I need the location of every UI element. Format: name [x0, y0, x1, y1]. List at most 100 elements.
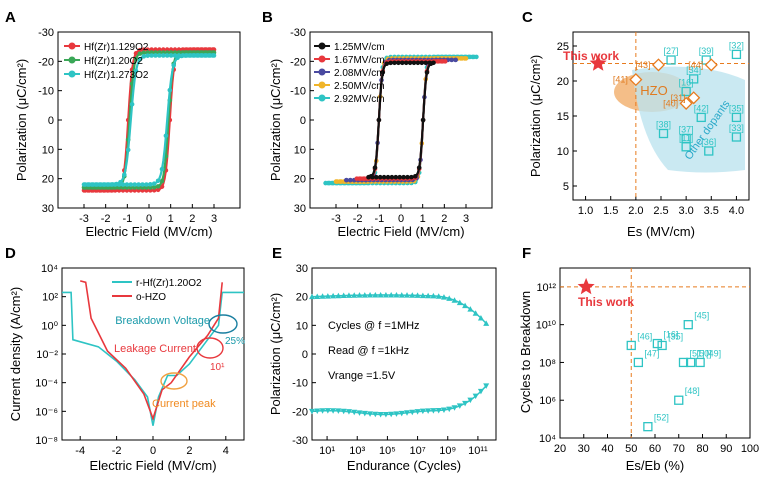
legend-a: Hf(Zr)1.129O2 Hf(Zr)1.20O2 Hf(Zr)1.273O2	[64, 42, 149, 81]
y-tick-label-b: 10	[294, 144, 306, 156]
x-axis-label-b: Electric Field (MV/cm)	[337, 224, 464, 239]
other-ref: [36]	[701, 137, 716, 147]
x-tick-label-c: 4.0	[729, 205, 744, 217]
y-tick-label-c: 5	[563, 181, 569, 193]
other-ref: [42]	[694, 103, 709, 113]
panel-label-f: F	[522, 245, 531, 262]
loop-marker	[338, 179, 344, 184]
loop-marker	[400, 60, 405, 66]
panel-label-d: D	[5, 245, 16, 262]
endurance-marker	[440, 407, 447, 413]
endurance-marker	[409, 292, 416, 298]
y-tick-label-a: 0	[48, 115, 54, 127]
panel-d: D -4 -2 0 2 4 10⁻⁸ 10⁻⁶ 10⁻⁴ 10⁻² 10⁰ 10² 10⁴ r-Hf(…	[5, 245, 245, 473]
endurance-marker	[309, 408, 315, 415]
x-tick-label-b: 0	[398, 213, 404, 225]
this-work-star-c	[589, 54, 607, 71]
endurance-marker	[472, 310, 479, 316]
y-tick-label-b: 20	[294, 174, 306, 186]
breakdown-label: Breakdown Voltage	[115, 315, 210, 327]
legend-label: Hf(Zr)1.20O2	[84, 56, 143, 67]
hzo-ref: [43]	[635, 60, 650, 70]
loop-marker	[83, 182, 88, 187]
endurance-marker	[388, 411, 395, 418]
x-tick-label-e: 10³	[349, 445, 365, 457]
loop-marker	[90, 182, 96, 187]
endurance-marker	[419, 408, 426, 415]
other-ref: [33]	[729, 123, 744, 133]
loop-marker	[368, 173, 374, 179]
loop-marker	[163, 133, 169, 139]
other-ref: [38]	[656, 120, 671, 130]
peak-label: Current peak	[152, 398, 216, 410]
hysteresis-curves-a	[81, 47, 217, 193]
x-axis-label-d: Electric Field (MV/cm)	[89, 458, 216, 473]
loop-marker	[459, 56, 465, 61]
legend-label: 1.25MV/cm	[334, 42, 385, 53]
endurance-marker	[430, 408, 437, 414]
legend-marker	[68, 70, 76, 78]
endurance-marker	[404, 410, 411, 416]
endurance-marker	[483, 383, 490, 389]
loop-marker	[470, 54, 475, 60]
endurance-marker	[462, 302, 469, 309]
endurance-marker	[351, 409, 358, 416]
loop-marker	[137, 56, 143, 62]
loop-marker	[380, 70, 386, 75]
endurance-marker	[472, 393, 479, 400]
endurance-marker	[345, 292, 352, 298]
y-tick-label-f: 10⁶	[539, 395, 556, 407]
loop-marker	[137, 47, 143, 53]
loop-marker	[423, 60, 429, 66]
x-tick-label-c: 2.0	[628, 205, 643, 217]
endurance-marker	[388, 291, 395, 298]
loop-marker	[151, 181, 157, 186]
x-tick-label-f: 20	[554, 443, 566, 455]
x-tick-label-b: 2	[441, 213, 447, 225]
hzo-ref: [40]	[663, 98, 678, 108]
y-tick-label-e: -10	[292, 378, 308, 390]
x-tick-label-e: 10⁵	[379, 445, 396, 457]
y-tick-label-e: 0	[302, 349, 308, 361]
endurance-marker	[483, 320, 490, 326]
loop-marker	[407, 60, 413, 66]
loop-marker	[388, 60, 393, 66]
loop-marker	[133, 56, 139, 62]
endurance-marker	[340, 292, 347, 299]
loop-marker	[149, 53, 154, 58]
loop-marker	[463, 56, 469, 61]
panel-c: C 1.0 1.5 2.0 2.5 3.0 3.5 4.0 5 10 15 20 25 [27] [39…	[522, 9, 750, 239]
loop-marker	[125, 147, 131, 153]
endurance-marker	[330, 408, 337, 414]
hzo-point	[704, 58, 718, 72]
y-tick-label-d: 10⁻⁴	[35, 378, 58, 390]
endurance-marker	[456, 403, 463, 409]
endurance-marker	[425, 292, 432, 299]
endurance-marker	[361, 292, 368, 298]
breakdown-ref: [47]	[644, 348, 659, 358]
hzo-label: HZO	[640, 83, 667, 98]
endurance-marker	[456, 299, 463, 306]
x-tick-label-d: 2	[186, 445, 192, 457]
legend-marker	[318, 55, 326, 63]
endurance-marker	[324, 293, 331, 299]
loop-marker	[159, 178, 165, 184]
panel-label-b: B	[262, 9, 273, 26]
loop-marker	[401, 174, 406, 180]
x-tick-label-f: 80	[696, 443, 708, 455]
loop-marker	[148, 182, 153, 187]
other-dopants-region	[632, 66, 745, 173]
loop-marker	[439, 59, 444, 64]
endurance-marker	[372, 291, 379, 298]
endurance-marker	[372, 411, 379, 418]
breakdown-ref: [48]	[685, 386, 700, 396]
y-tick-label-a: -10	[38, 86, 54, 98]
loop-marker	[102, 182, 108, 187]
other-point	[658, 128, 669, 139]
loop-marker	[176, 53, 182, 58]
x-axis-label-f: Es/Eb (%)	[626, 458, 685, 473]
y-tick-label-b: 0	[300, 115, 306, 127]
other-ref: [11]	[679, 133, 693, 143]
hzo-point	[687, 91, 701, 105]
